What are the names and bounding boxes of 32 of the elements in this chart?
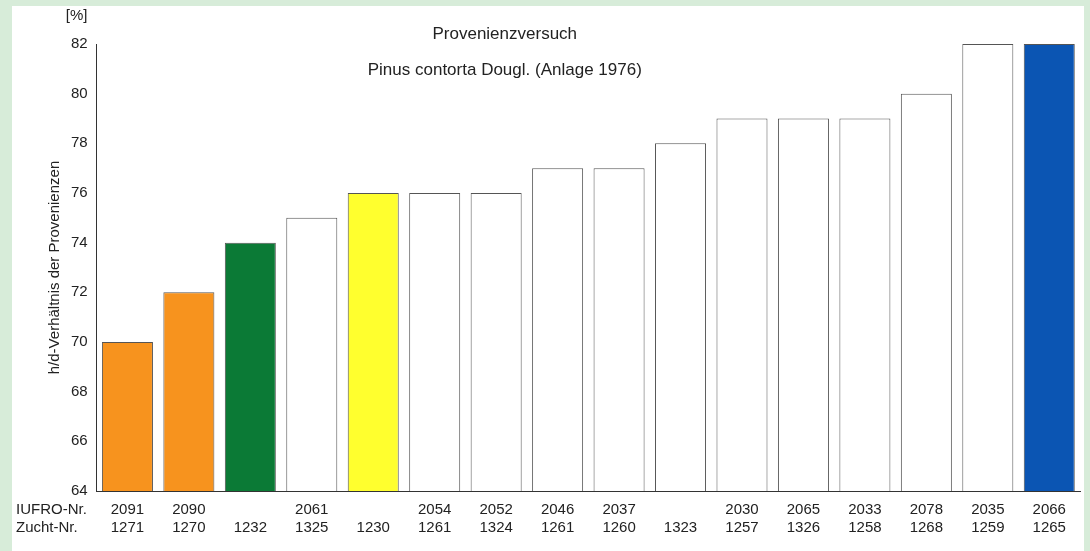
text: Zucht-Nr. <box>16 518 78 536</box>
x-tick-label: 2078 1268 <box>909 500 944 536</box>
text: [%] <box>65 6 88 24</box>
y-tick-label: 82 <box>71 34 88 52</box>
x-tick-label: 2065 1326 <box>786 500 821 536</box>
y-tick-label: 72 <box>71 282 88 300</box>
text: IUFRO-Nr. <box>16 500 87 518</box>
x-tick-label: 2061 1325 <box>295 500 329 536</box>
x-tick-label: 2046 1261 <box>540 500 575 536</box>
x-tick-label: 2052 1324 <box>479 500 513 536</box>
x-tick-label: 2033 1258 <box>848 500 882 536</box>
text: Pinus contorta Dougl. (Anlage 1976) <box>367 59 642 79</box>
y-tick-label: 78 <box>71 133 88 151</box>
y-axis-title: h/d-Verhältnis der Provenienzen <box>45 160 63 375</box>
y-tick-label: 76 <box>71 183 88 201</box>
x-tick-label: 2030 1257 <box>725 500 759 536</box>
x-tick-label: 2035 1259 <box>971 500 1005 536</box>
y-tick-label: 66 <box>71 431 88 449</box>
chart-title: Provenienzversuch <box>432 23 578 43</box>
x-tick-label: 2091 1271 <box>110 500 145 536</box>
x-tick-label: 1230 <box>356 518 390 536</box>
x-tick-label: 2037 1260 <box>602 500 636 536</box>
y-tick-label: 74 <box>71 232 88 250</box>
y-tick-label: 80 <box>71 83 88 101</box>
y-tick-label: 68 <box>71 381 88 399</box>
x-tick-label: 2066 1265 <box>1032 500 1066 536</box>
y-tick-label: 70 <box>71 332 88 350</box>
x-tick-label: 2054 1261 <box>418 500 452 536</box>
x-tick-label: 2090 1270 <box>172 500 206 536</box>
x-tick-label: 1232 <box>233 518 268 536</box>
x-tick-label: 1323 <box>663 518 698 536</box>
y-tick-label: 64 <box>71 481 88 499</box>
